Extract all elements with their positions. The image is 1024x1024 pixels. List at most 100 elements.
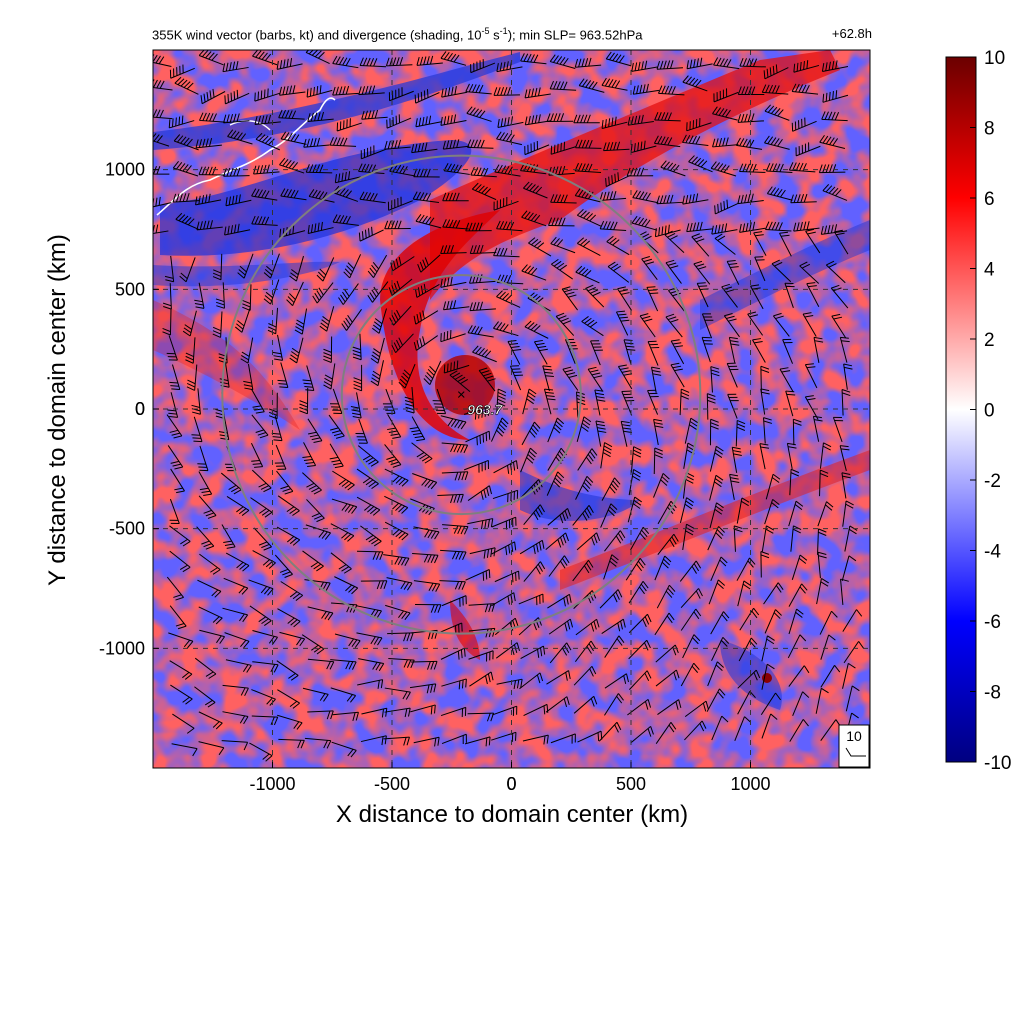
- wind-barb: [792, 691, 810, 716]
- wind-barb: [413, 310, 439, 325]
- wind-barb: [555, 312, 575, 336]
- wind-barb: [603, 141, 630, 152]
- wind-barb: [766, 186, 793, 201]
- wind-barb: [792, 418, 802, 446]
- wind-barb: [709, 418, 719, 446]
- forecast-time: +62.8h: [831, 26, 872, 41]
- wind-barb: [411, 442, 433, 464]
- wind-barb: [440, 549, 467, 561]
- wind-barb: [197, 445, 209, 472]
- wind-barb: [653, 473, 670, 498]
- wind-barb: [414, 283, 440, 298]
- wind-barb: [779, 367, 794, 392]
- wind-barb: [442, 192, 469, 202]
- wind-barb: [386, 577, 413, 591]
- wind-barb: [764, 135, 790, 150]
- wind-barb: [713, 88, 739, 103]
- wind-barb: [254, 114, 281, 126]
- wind-barb: [600, 503, 618, 528]
- wind-barb: [307, 111, 334, 122]
- wind-barb: [551, 258, 573, 280]
- wind-barb: [162, 283, 172, 310]
- wind-barb: [601, 77, 628, 91]
- wind-barb: [821, 60, 849, 72]
- wind-barb: [605, 51, 632, 67]
- wind-barb: [384, 495, 409, 514]
- wind-barb: [222, 684, 249, 697]
- wind-barb: [196, 526, 215, 550]
- y-tick-label: -1000: [99, 638, 145, 658]
- colorbar-tick-label: 10: [984, 48, 1005, 69]
- wind-barb: [182, 310, 197, 337]
- x-tick-label: 500: [616, 774, 646, 794]
- colorbar-tick-label: -8: [984, 683, 1001, 704]
- wind-barb: [466, 106, 492, 122]
- wind-barb: [225, 552, 250, 572]
- colorbar-tick-label: 4: [984, 260, 995, 281]
- wind-barb: [384, 707, 411, 718]
- wind-barb: [332, 214, 359, 226]
- wind-barb: [601, 477, 621, 501]
- wind-barb: [684, 700, 709, 718]
- wind-barb: [443, 360, 470, 374]
- wind-barb: [222, 607, 249, 623]
- wind-barb: [162, 309, 172, 336]
- wind-barb: [307, 418, 323, 444]
- wind-barb: [471, 182, 497, 201]
- wind-barb: [169, 660, 193, 680]
- wind-barb: [656, 584, 676, 609]
- wind-barb: [710, 556, 728, 582]
- wind-barb: [360, 735, 387, 746]
- wind-barb: [812, 415, 823, 442]
- wind-barb: [522, 734, 549, 745]
- wind-barb: [574, 640, 597, 663]
- wind-barb: [547, 417, 565, 443]
- wind-barb: [773, 312, 790, 337]
- y-tick-label: -500: [109, 519, 145, 539]
- wind-barb: [432, 388, 447, 415]
- wind-barb: [711, 636, 730, 661]
- wind-barb: [679, 560, 702, 582]
- wind-barb: [334, 171, 361, 184]
- wind-barb: [440, 276, 467, 288]
- wind-barb: [440, 114, 467, 126]
- wind-barb: [628, 580, 649, 604]
- wind-barb: [251, 414, 269, 439]
- min-slp-label: 963.7: [467, 402, 503, 418]
- wind-barb: [280, 131, 307, 145]
- wind-barb: [468, 603, 496, 613]
- wind-barb: [547, 593, 572, 609]
- wind-barb: [306, 499, 325, 523]
- wind-barb: [387, 196, 413, 211]
- wind-barb: [581, 316, 604, 337]
- wind-barb: [391, 333, 414, 354]
- wind-barb: [323, 363, 336, 390]
- wind-barb: [271, 415, 283, 442]
- wind-barb: [279, 85, 306, 96]
- wind-barb: [243, 363, 254, 391]
- wind-barb: [841, 555, 857, 582]
- wind-barbs: [153, 50, 864, 762]
- wind-barb: [646, 286, 659, 312]
- wind-barb: [841, 472, 851, 499]
- wind-barb: [307, 710, 334, 720]
- wind-barb: [464, 736, 491, 747]
- wind-barb: [600, 442, 613, 469]
- wind-barb: [175, 212, 200, 231]
- wind-barb: [735, 419, 746, 447]
- wind-barb: [440, 647, 466, 660]
- wind-barb: [519, 672, 544, 690]
- wind-barb: [240, 337, 254, 364]
- wind-barb: [686, 221, 713, 233]
- wind-barb: [389, 163, 416, 177]
- wind-barb: [760, 388, 770, 415]
- wind-barb: [200, 88, 226, 105]
- wind-barb: [629, 670, 652, 690]
- wind-barb: [682, 75, 708, 92]
- wind-barb: [825, 260, 846, 284]
- storm-center-marker: ×: [457, 387, 466, 404]
- wind-barb: [409, 416, 426, 442]
- wind-barb: [706, 688, 726, 712]
